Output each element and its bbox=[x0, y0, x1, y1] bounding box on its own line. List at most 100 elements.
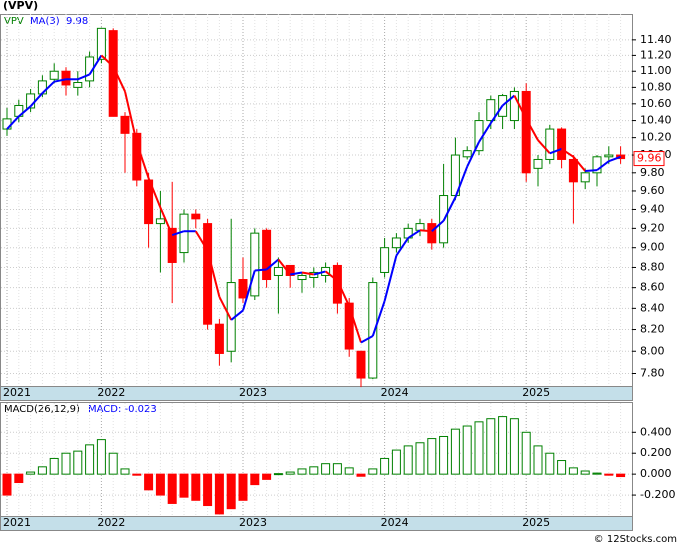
ma-line bbox=[336, 280, 351, 307]
macd-bar bbox=[368, 468, 378, 475]
candle-body bbox=[250, 232, 260, 297]
candle-body bbox=[462, 150, 472, 158]
ma-line bbox=[608, 155, 621, 163]
candle-body bbox=[486, 99, 496, 122]
macd-bar bbox=[498, 416, 508, 475]
macd-bar bbox=[155, 473, 165, 496]
y-tick-label: 0.200 bbox=[640, 446, 672, 459]
y-tick-label: 0.000 bbox=[640, 467, 672, 480]
y-tick-label: 11.20 bbox=[640, 48, 672, 61]
y-tick-label: 7.80 bbox=[640, 367, 665, 380]
ma-line bbox=[242, 270, 256, 311]
ma-line bbox=[124, 91, 138, 144]
macd-bar bbox=[592, 472, 602, 475]
macd-bar bbox=[427, 438, 437, 475]
y-tick-label: 9.20 bbox=[640, 221, 665, 234]
ma-line bbox=[29, 92, 44, 107]
ma-line bbox=[6, 115, 20, 130]
candle-body bbox=[580, 172, 590, 183]
ma-line bbox=[230, 309, 244, 321]
y-tick-label: 9.00 bbox=[640, 241, 665, 254]
macd-bar bbox=[462, 425, 472, 475]
ma-line bbox=[171, 230, 185, 237]
ma-line bbox=[513, 95, 528, 120]
macd-bar bbox=[144, 473, 154, 491]
ma-line bbox=[489, 104, 504, 124]
macd-bar bbox=[356, 473, 366, 477]
macd-bar bbox=[380, 457, 390, 475]
macd-bar bbox=[108, 452, 118, 475]
ma-line bbox=[88, 54, 103, 75]
macd-bar bbox=[509, 418, 519, 475]
y-tick-label: 8.80 bbox=[640, 260, 665, 273]
y-tick-label: 11.00 bbox=[640, 64, 672, 77]
macd-bar bbox=[49, 457, 59, 475]
macd-bar bbox=[2, 473, 12, 496]
candle-body bbox=[592, 156, 602, 174]
x-tick-label: 2024 bbox=[381, 516, 409, 529]
macd-bar bbox=[191, 473, 201, 501]
macd-bar bbox=[250, 473, 260, 486]
ma-line bbox=[585, 169, 598, 173]
candle-body bbox=[557, 128, 567, 160]
candle-body bbox=[533, 158, 543, 169]
macd-bar bbox=[557, 460, 567, 475]
ma-line bbox=[290, 271, 303, 276]
macd-bar bbox=[604, 473, 614, 476]
candle-body bbox=[262, 229, 272, 281]
candle-body bbox=[521, 90, 531, 174]
ma-line bbox=[596, 160, 610, 171]
candle-body bbox=[509, 90, 519, 122]
candle-body bbox=[332, 264, 342, 304]
macd-bar bbox=[73, 450, 83, 475]
y-tick-label: 8.00 bbox=[640, 344, 665, 357]
price-year-band bbox=[0, 386, 633, 401]
ma-line bbox=[395, 237, 410, 257]
macd-bar bbox=[238, 473, 248, 501]
ma-line bbox=[537, 139, 551, 154]
ma-line bbox=[383, 255, 398, 302]
macd-bar bbox=[616, 473, 626, 478]
macd-bar bbox=[450, 428, 460, 475]
x-tick-label: 2022 bbox=[97, 386, 125, 399]
macd-bar bbox=[61, 452, 71, 475]
ma-line bbox=[324, 270, 339, 282]
ma-line bbox=[501, 94, 516, 107]
ma-line bbox=[478, 122, 492, 143]
candle-body bbox=[2, 118, 12, 130]
macd-bar bbox=[273, 473, 283, 476]
ma-line bbox=[206, 250, 221, 298]
candle-body bbox=[49, 70, 59, 80]
candle-body bbox=[155, 218, 165, 225]
last-price-box bbox=[633, 151, 665, 167]
macd-bar bbox=[120, 468, 130, 475]
macd-bar bbox=[474, 421, 484, 475]
macd-bar bbox=[403, 445, 413, 475]
x-tick-label: 2024 bbox=[381, 386, 409, 399]
ma-line bbox=[301, 271, 314, 276]
ma-line bbox=[194, 230, 209, 252]
macd-bar bbox=[37, 466, 47, 475]
candle-body bbox=[179, 213, 189, 254]
ma-line bbox=[147, 177, 162, 208]
ma-line bbox=[53, 78, 67, 83]
y-tick-label: 10.80 bbox=[640, 80, 672, 93]
ma-line bbox=[218, 296, 233, 321]
macd-bar bbox=[262, 473, 272, 480]
candle-body bbox=[391, 237, 401, 249]
candle-body bbox=[427, 223, 437, 244]
candle-body bbox=[344, 302, 354, 350]
candle-body bbox=[568, 158, 578, 183]
ma-line bbox=[371, 300, 386, 337]
ma-line bbox=[112, 66, 126, 92]
macd-bar bbox=[203, 473, 213, 507]
candle-body bbox=[120, 115, 130, 134]
y-tick-label: 9.40 bbox=[640, 202, 665, 215]
macd-bar bbox=[332, 463, 342, 475]
macd-bar bbox=[14, 473, 24, 484]
macd-bar bbox=[568, 467, 578, 475]
candle-body bbox=[368, 282, 378, 379]
ma-line bbox=[135, 142, 150, 179]
macd-bar bbox=[415, 442, 425, 475]
ma-line bbox=[466, 141, 480, 167]
